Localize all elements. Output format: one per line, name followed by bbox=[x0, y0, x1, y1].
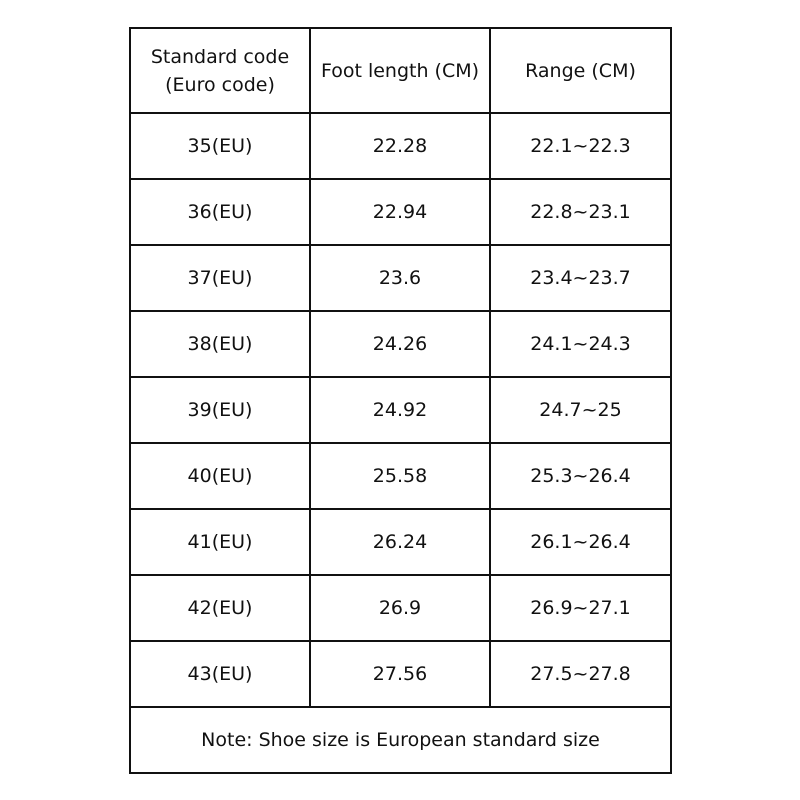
cell-range: 27.5~27.8 bbox=[489, 640, 672, 708]
cell-range: 26.9~27.1 bbox=[489, 574, 672, 642]
header-code-line1: Standard code bbox=[150, 45, 290, 68]
cell-range: 22.8~23.1 bbox=[489, 178, 672, 246]
cell-code: 39(EU) bbox=[129, 376, 311, 444]
table-row: 42(EU) 26.9 26.9~27.1 bbox=[129, 574, 672, 642]
cell-length: 22.94 bbox=[309, 178, 491, 246]
table-row: 39(EU) 24.92 24.7~25 bbox=[129, 376, 672, 444]
cell-code: 41(EU) bbox=[129, 508, 311, 576]
cell-length: 26.9 bbox=[309, 574, 491, 642]
cell-range: 22.1~22.3 bbox=[489, 112, 672, 180]
cell-code: 40(EU) bbox=[129, 442, 311, 510]
size-chart-table: Standard code (Euro code) Foot length (CM… bbox=[129, 27, 672, 774]
table-row: 37(EU) 23.6 23.4~23.7 bbox=[129, 244, 672, 312]
cell-length: 24.92 bbox=[309, 376, 491, 444]
header-range: Range (CM) bbox=[489, 27, 672, 114]
table-row: 35(EU) 22.28 22.1~22.3 bbox=[129, 112, 672, 180]
table-row: 40(EU) 25.58 25.3~26.4 bbox=[129, 442, 672, 510]
cell-length: 27.56 bbox=[309, 640, 491, 708]
cell-range: 24.7~25 bbox=[489, 376, 672, 444]
note-text: Note: Shoe size is European standard siz… bbox=[129, 706, 672, 774]
cell-code: 43(EU) bbox=[129, 640, 311, 708]
note-row: Note: Shoe size is European standard siz… bbox=[129, 706, 672, 774]
cell-range: 26.1~26.4 bbox=[489, 508, 672, 576]
cell-code: 36(EU) bbox=[129, 178, 311, 246]
cell-length: 22.28 bbox=[309, 112, 491, 180]
table-row: 38(EU) 24.26 24.1~24.3 bbox=[129, 310, 672, 378]
cell-length: 26.24 bbox=[309, 508, 491, 576]
table-row: 36(EU) 22.94 22.8~23.1 bbox=[129, 178, 672, 246]
cell-code: 35(EU) bbox=[129, 112, 311, 180]
header-standard-code: Standard code (Euro code) bbox=[129, 27, 311, 114]
cell-code: 42(EU) bbox=[129, 574, 311, 642]
cell-range: 23.4~23.7 bbox=[489, 244, 672, 312]
header-foot-length: Foot length (CM) bbox=[309, 27, 491, 114]
cell-code: 38(EU) bbox=[129, 310, 311, 378]
header-row: Standard code (Euro code) Foot length (CM… bbox=[129, 27, 672, 114]
header-code-line2: (Euro code) bbox=[165, 73, 275, 96]
cell-range: 24.1~24.3 bbox=[489, 310, 672, 378]
cell-length: 25.58 bbox=[309, 442, 491, 510]
table-row: 43(EU) 27.56 27.5~27.8 bbox=[129, 640, 672, 708]
cell-range: 25.3~26.4 bbox=[489, 442, 672, 510]
table-row: 41(EU) 26.24 26.1~26.4 bbox=[129, 508, 672, 576]
cell-code: 37(EU) bbox=[129, 244, 311, 312]
cell-length: 24.26 bbox=[309, 310, 491, 378]
cell-length: 23.6 bbox=[309, 244, 491, 312]
